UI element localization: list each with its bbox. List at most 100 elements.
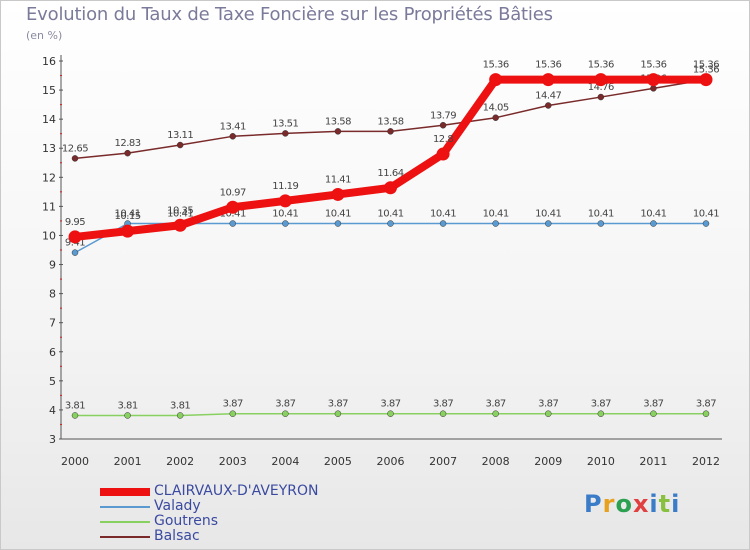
data-point	[334, 220, 342, 227]
data-point	[71, 155, 79, 162]
data-label: 3.87	[328, 399, 348, 410]
data-point	[439, 220, 447, 227]
data-label: 3.87	[486, 399, 506, 410]
data-label: 10.41	[325, 209, 351, 220]
data-point	[282, 220, 289, 227]
data-label: 10.41	[377, 209, 403, 220]
y-tick-label: 15	[42, 84, 56, 97]
data-point	[334, 410, 342, 417]
x-tick-label: 2008	[482, 455, 510, 468]
legend-label-clairvaux: CLAIRVAUX-D'AVEYRON	[154, 483, 319, 499]
data-label: 3.87	[380, 399, 400, 410]
y-tick-label: 10	[42, 229, 56, 242]
data-label: 15.36	[640, 60, 666, 71]
data-point	[702, 220, 710, 227]
data-label: 3.87	[643, 399, 663, 410]
x-tick-label: 2011	[639, 455, 667, 468]
data-point	[124, 412, 131, 419]
y-tick-label: 14	[42, 113, 56, 126]
y-tick-label: 8	[49, 288, 56, 301]
data-label: 10.41	[693, 209, 719, 220]
data-label: 3.87	[275, 399, 295, 410]
data-label: 3.87	[591, 399, 611, 410]
data-point	[650, 85, 657, 92]
data-label: 10.35	[167, 205, 193, 216]
x-tick-label: 2000	[61, 455, 89, 468]
data-label: 15.36	[535, 60, 561, 71]
data-label: 14.05	[483, 103, 509, 114]
data-label: 3.81	[65, 400, 85, 411]
legend-item-balsac: Balsac	[100, 529, 319, 544]
y-tick-label: 9	[49, 259, 56, 272]
legend-swatch-goutrens	[100, 520, 150, 523]
data-point	[545, 410, 552, 417]
x-tick-label: 2010	[587, 455, 615, 468]
data-label: 3.87	[223, 399, 243, 410]
data-point	[439, 410, 447, 417]
data-point	[384, 181, 397, 195]
data-point	[594, 73, 608, 87]
data-label: 12.65	[62, 143, 88, 154]
legend-swatch-balsac	[100, 535, 150, 538]
data-point	[71, 412, 79, 419]
data-label: 14.47	[535, 90, 561, 101]
legend-item-valady: Valady	[100, 499, 319, 514]
x-tick-label: 2007	[429, 455, 457, 468]
data-point	[71, 249, 79, 256]
data-label: 11.64	[377, 168, 403, 179]
data-point	[545, 220, 552, 227]
legend-item-goutrens: Goutrens	[100, 514, 319, 529]
y-tick-label: 3	[49, 433, 56, 446]
data-label: 13.58	[325, 116, 351, 127]
data-label: 13.41	[220, 121, 246, 132]
data-point	[282, 410, 289, 417]
data-label: 10.41	[535, 209, 561, 220]
data-label: 3.87	[696, 399, 716, 410]
data-label: 3.81	[117, 400, 137, 411]
y-tick-label: 7	[49, 317, 56, 330]
data-point	[699, 73, 713, 87]
legend-label-valady: Valady	[154, 498, 201, 514]
legend-label-balsac: Balsac	[154, 528, 200, 544]
data-label: 12.83	[115, 138, 141, 149]
data-label: 3.87	[538, 399, 558, 410]
data-point	[331, 187, 345, 201]
data-label: 10.41	[167, 209, 193, 220]
data-label: 15.36	[483, 60, 509, 71]
data-point	[229, 410, 236, 417]
data-point	[489, 73, 503, 87]
data-point	[597, 410, 605, 417]
y-tick-label: 11	[42, 200, 56, 213]
x-tick-label: 2004	[271, 455, 299, 468]
data-point	[121, 224, 135, 238]
data-point	[176, 412, 184, 419]
data-label: 15.36	[693, 60, 719, 71]
data-point	[492, 114, 499, 121]
data-point	[597, 220, 605, 227]
y-tick-label: 5	[49, 375, 56, 388]
data-point	[68, 230, 82, 244]
data-label: 15.36	[588, 60, 614, 71]
chart-legend: CLAIRVAUX-D'AVEYRON Valady Goutrens Bals…	[100, 484, 319, 544]
data-point	[124, 149, 131, 157]
y-tick-label: 12	[42, 171, 56, 184]
data-point	[650, 220, 657, 227]
data-label: 13.11	[167, 130, 193, 141]
data-point	[176, 141, 184, 149]
data-point	[229, 220, 236, 227]
chart-unit-label: (en %)	[26, 29, 63, 42]
x-tick-label: 2001	[114, 455, 142, 468]
data-point	[387, 128, 394, 135]
data-point	[387, 220, 394, 227]
legend-swatch-clairvaux	[100, 487, 150, 496]
data-label: 12.8	[433, 134, 453, 145]
x-tick-label: 2006	[377, 455, 405, 468]
data-label: 3.81	[170, 400, 190, 411]
data-point	[334, 128, 342, 135]
data-label: 10.41	[272, 209, 298, 220]
legend-item-clairvaux: CLAIRVAUX-D'AVEYRON	[100, 484, 319, 499]
proxiti-logo: Proxiti	[584, 490, 681, 518]
data-label: 3.87	[433, 399, 453, 410]
